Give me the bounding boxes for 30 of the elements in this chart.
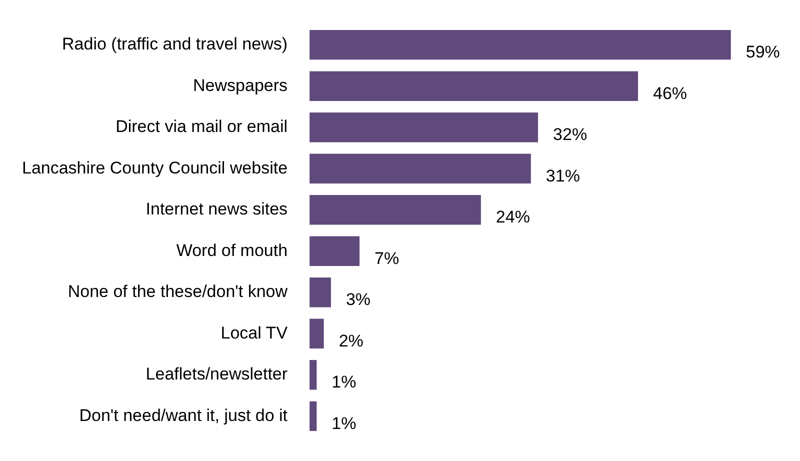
y-tick-label: None of the these/don't know <box>68 282 288 302</box>
data-label: 1% <box>332 372 356 392</box>
data-label: 24% <box>496 208 530 227</box>
bar <box>310 195 481 225</box>
y-tick-label: Lancashire County Council website <box>22 158 288 178</box>
y-tick-label: Radio (traffic and travel news) <box>62 34 288 54</box>
data-label: 2% <box>338 331 364 350</box>
y-tick-label: Local TV <box>220 323 288 342</box>
bar <box>310 236 360 266</box>
bar <box>310 71 638 101</box>
data-label: 31% <box>546 166 580 186</box>
data-label: 1% <box>332 414 356 433</box>
data-label: 7% <box>374 248 400 268</box>
y-tick-label: Don't need/want it, just do it <box>79 406 288 425</box>
y-tick-label: Direct via mail or email <box>116 117 288 136</box>
y-tick-label: Leaflets/newsletter <box>146 364 288 384</box>
bar <box>310 318 324 349</box>
y-tick-label: Internet news sites <box>146 200 288 219</box>
data-label: 32% <box>553 125 588 144</box>
bar <box>310 154 531 184</box>
bar <box>310 401 317 432</box>
data-label: 46% <box>653 84 688 103</box>
bar <box>310 278 331 308</box>
y-tick-label: Newspapers <box>193 76 288 95</box>
data-label: 3% <box>346 290 371 310</box>
bar <box>310 112 538 142</box>
bar <box>310 30 731 60</box>
data-label: 59% <box>746 42 780 62</box>
bar <box>310 360 317 390</box>
y-tick-label: Word of mouth <box>176 240 288 260</box>
